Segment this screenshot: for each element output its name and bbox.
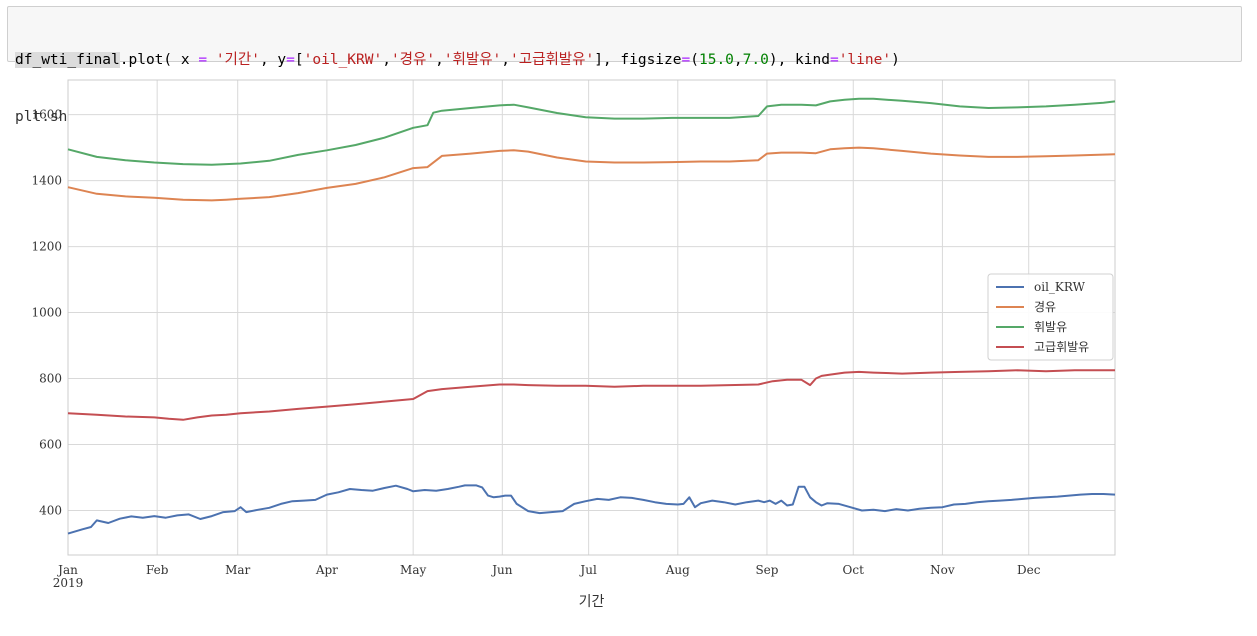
y-tick-label: 600 (39, 437, 62, 451)
legend-box (987, 273, 1114, 361)
y-tick-label: 1000 (31, 306, 62, 320)
x-tick-label: Jan (56, 563, 78, 577)
x-tick-label: Apr (315, 563, 338, 577)
x-tick-label: Jul (578, 563, 597, 577)
x-tick-label: Jun (490, 563, 513, 577)
series-line-oil_KRW (67, 484, 1116, 535)
code-token: df_wti_final (15, 52, 120, 68)
x-tick-sublabel: 2019 (53, 576, 84, 590)
legend-label: 휘발유 (1034, 320, 1067, 334)
series-line-경유 (67, 146, 1116, 202)
series-line-고급휘발유 (67, 369, 1115, 421)
code-token: , (733, 52, 743, 68)
code-cell[interactable]: df_wti_final.plot( x = '기간', y=['oil_KRW… (7, 6, 1242, 125)
y-tick-label: 1200 (31, 240, 62, 254)
x-tick-label: May (400, 563, 426, 577)
code-token: , y (259, 52, 287, 68)
code-token: , (382, 52, 391, 68)
series-line-휘발유 (67, 97, 1116, 166)
code-token: ), kind (768, 52, 830, 68)
code-token: [ (294, 52, 304, 68)
code-token: 'line' (838, 52, 892, 68)
code-token: '고급휘발유' (510, 52, 595, 68)
code-token: .plot( x (119, 52, 199, 68)
x-axis-label: 기간 (579, 594, 605, 610)
code-token: = (681, 52, 691, 68)
code-token: 'oil_KRW' (303, 52, 383, 68)
code-token: '경유' (390, 52, 436, 68)
legend-label: oil_KRW (1034, 280, 1086, 294)
y-tick-label: 800 (39, 372, 62, 386)
code-token: = (198, 52, 208, 68)
y-tick-label: 1400 (31, 174, 62, 188)
code-token: 7.0 (742, 52, 769, 68)
x-tick-label: Mar (225, 563, 250, 577)
code-token: ], figsize (594, 52, 682, 68)
x-tick-label: Dec (1017, 563, 1041, 577)
code-token: , (501, 52, 511, 68)
plot-output: 400 600 800 1000 1200 1400 1600 Jan 2019 Feb Mar Ap… (0, 70, 1257, 632)
code-token: ) (891, 52, 900, 68)
legend-label: 고급휘발유 (1034, 340, 1089, 354)
plot-area (68, 80, 1115, 555)
code-token: 15.0 (698, 52, 734, 68)
code-token: = (829, 52, 839, 68)
plot-frame (67, 79, 1116, 556)
x-tick-label: Aug (665, 563, 690, 577)
legend-label: 경유 (1034, 300, 1056, 314)
y-tick-label: 1600 (31, 108, 62, 122)
code-token: , (435, 52, 444, 68)
x-tick-label: Oct (843, 563, 865, 577)
code-token (207, 52, 216, 68)
code-line-1: df_wti_final.plot( x = '기간', y=['oil_KRW… (15, 51, 1241, 70)
code-token: '기간' (215, 52, 260, 68)
x-tick-label: Nov (930, 563, 955, 577)
code-token: = (286, 52, 295, 68)
x-tick-label: Sep (755, 563, 778, 577)
y-tick-label: 400 (39, 503, 62, 517)
x-tick-label: Feb (146, 563, 169, 577)
code-token: ( (690, 52, 699, 68)
code-token: '휘발유' (443, 52, 502, 68)
